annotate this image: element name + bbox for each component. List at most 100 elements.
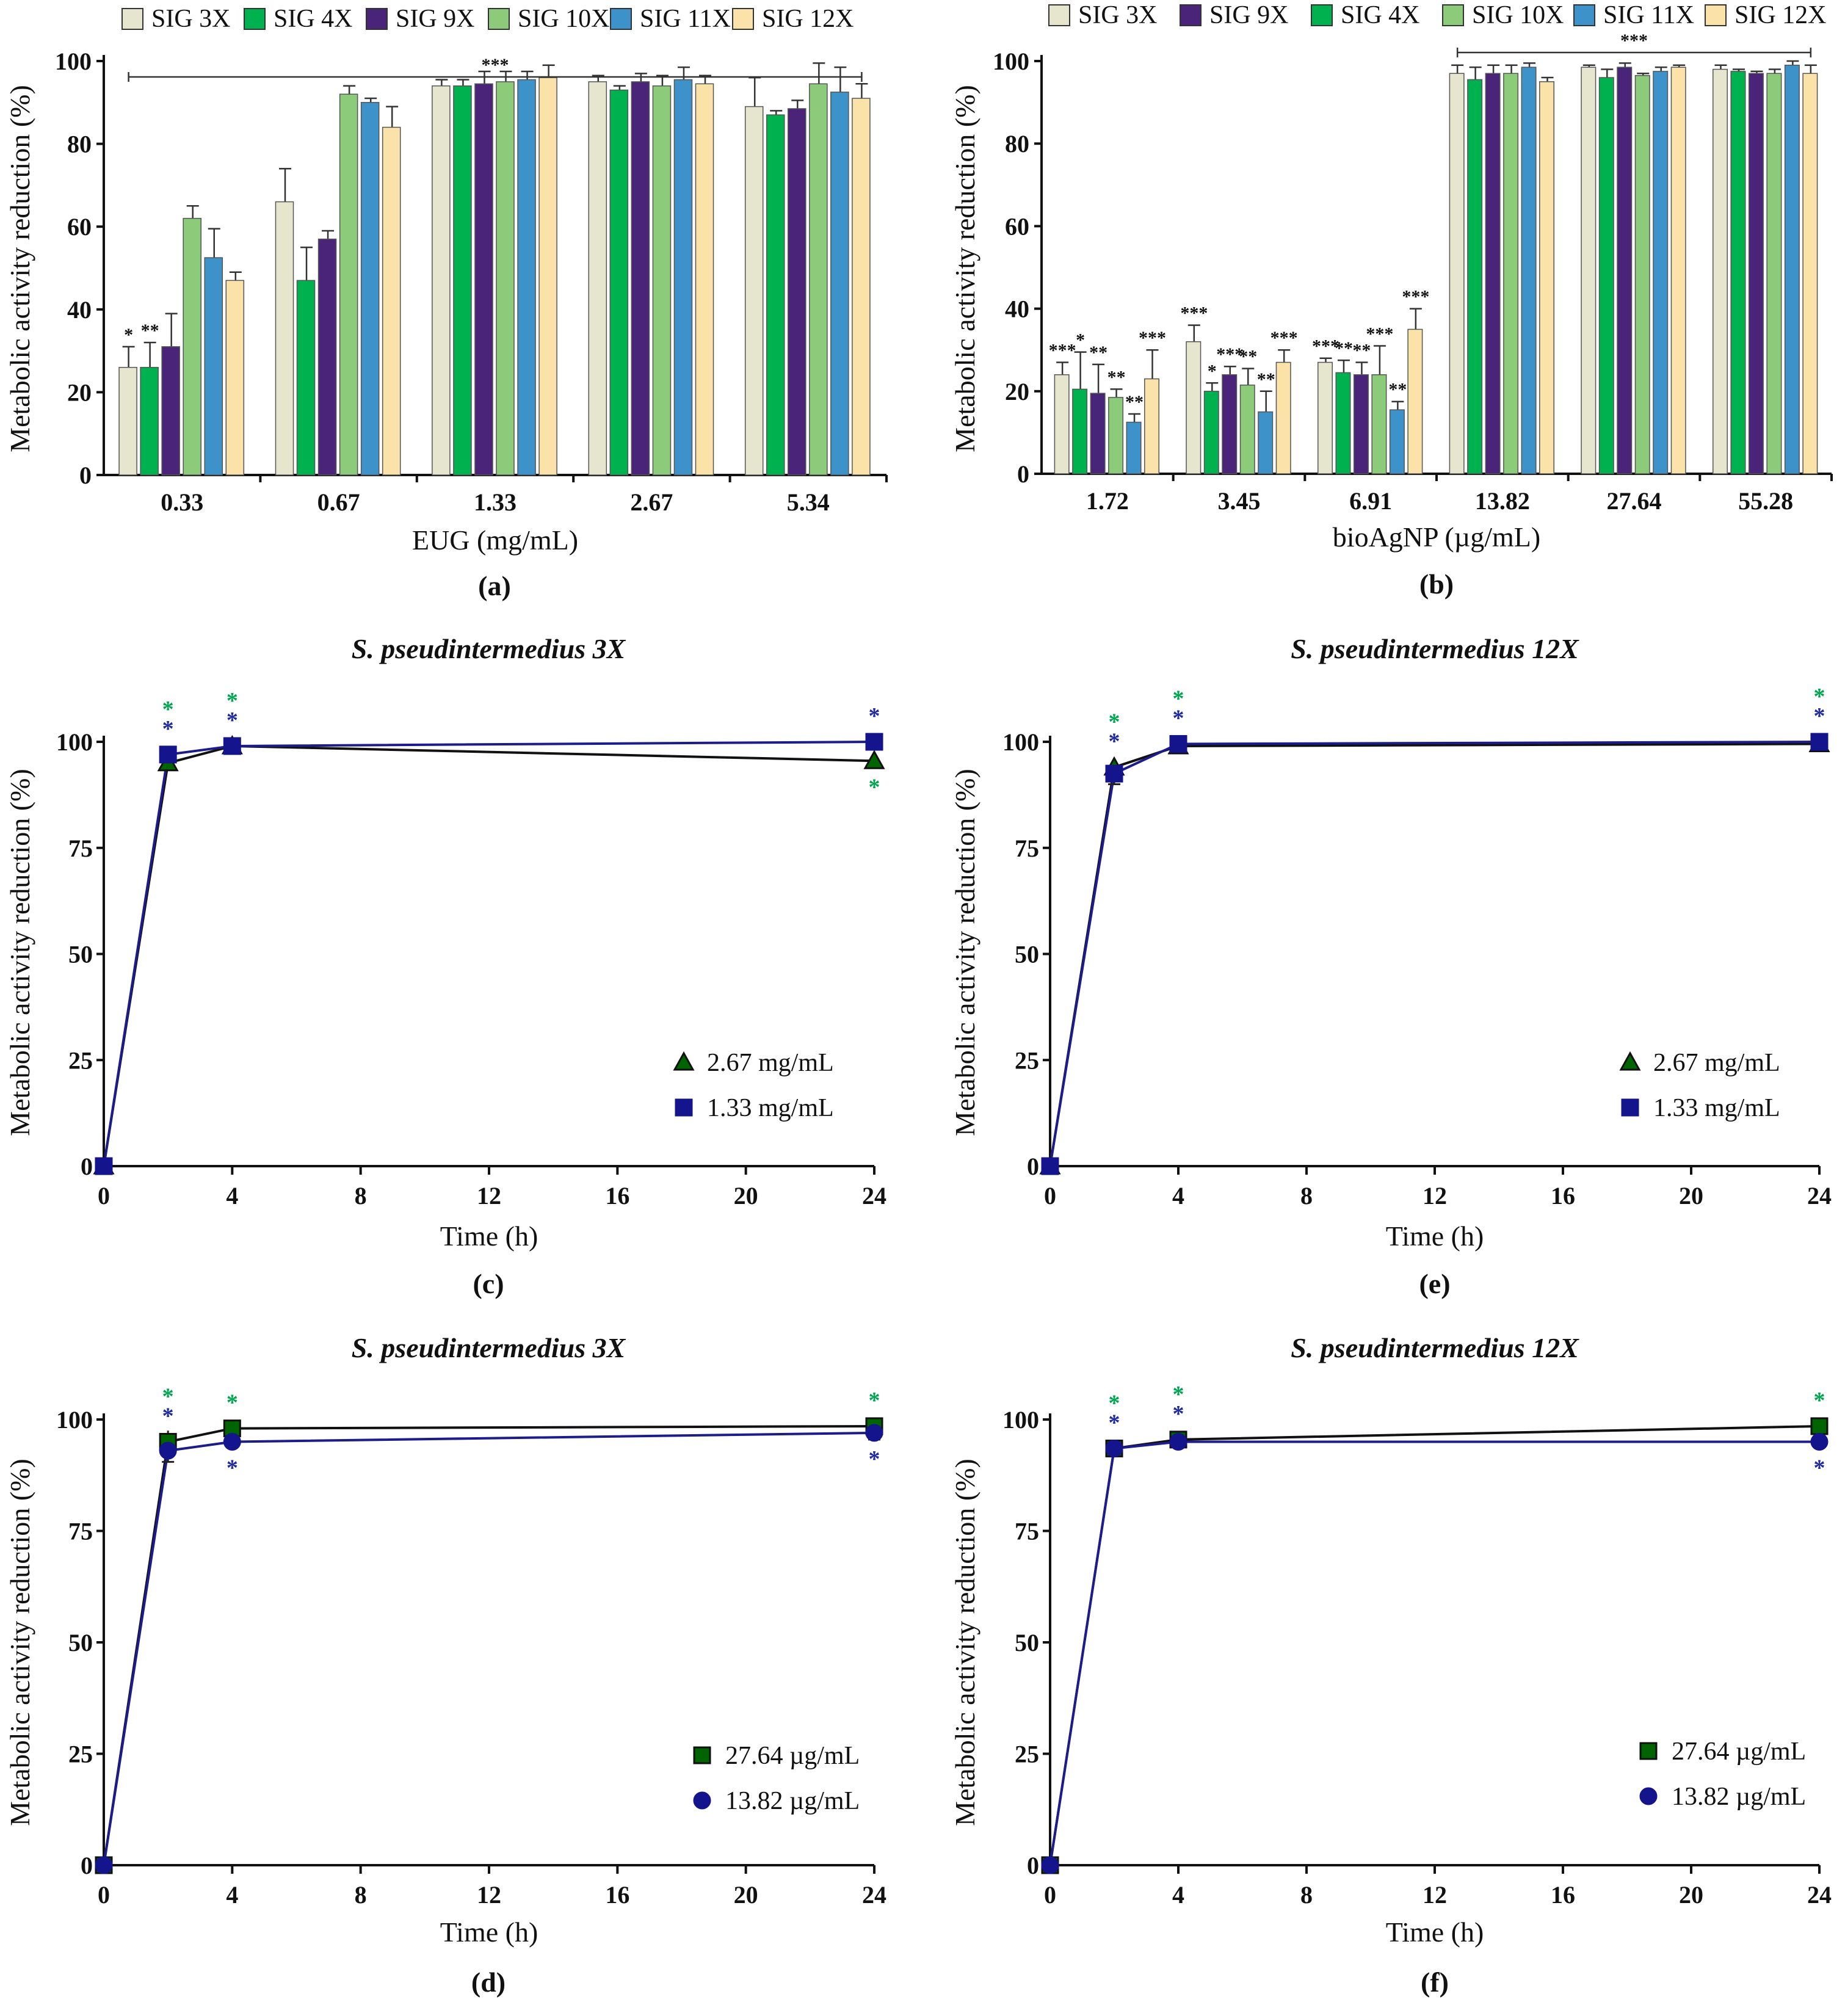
- bar: [1617, 67, 1633, 474]
- significance-label: **: [141, 321, 159, 341]
- x-axis-label: EUG (mg/mL): [412, 524, 578, 556]
- legend-swatch: [244, 8, 266, 30]
- panel-label: (c): [473, 1268, 504, 1299]
- y-tick-label: 100: [56, 1406, 93, 1434]
- x-tick-label: 55.28: [1738, 487, 1793, 515]
- x-tick-label: 24: [862, 1182, 886, 1209]
- x-tick-label: 5.34: [787, 488, 830, 516]
- x-tick-label: 12: [477, 1182, 501, 1209]
- y-tick-label: 0: [81, 1153, 93, 1180]
- x-tick-label: 2.67: [630, 488, 673, 516]
- significance-star: *: [1173, 1401, 1184, 1427]
- significance-label: *: [1076, 330, 1085, 350]
- data-point: [95, 1856, 113, 1874]
- significance-star: *: [162, 1404, 174, 1429]
- significance-star: *: [162, 1384, 174, 1410]
- y-tick-label: 50: [68, 1629, 93, 1656]
- x-axis-label: Time (h): [1386, 1220, 1484, 1252]
- y-axis-label: Metabolic activity reduction (%): [4, 1459, 35, 1826]
- x-tick-label: 1.72: [1086, 487, 1129, 515]
- y-axis-label: Metabolic activity reduction (%): [4, 85, 35, 452]
- data-point: [1105, 1439, 1123, 1457]
- line-chart-c: S. pseudintermedius 3X 0 25 50 75 100 0 4 8 12 16 2…: [4, 633, 886, 1299]
- x-tick-label: 0.33: [161, 488, 203, 516]
- series-line: [1049, 1440, 1819, 1866]
- x-tick-label: 16: [605, 1182, 629, 1209]
- data-point: [1041, 1856, 1059, 1874]
- significance-star: *: [1173, 705, 1184, 731]
- legend-label: SIG 12X: [1734, 1, 1827, 29]
- panel-label: (d): [471, 1967, 506, 1998]
- bar: [453, 85, 472, 476]
- legend-label: 1.33 mg/mL: [1653, 1094, 1780, 1122]
- significance-label: **: [1388, 380, 1407, 400]
- bar: [517, 79, 536, 476]
- x-tick-label: 8: [355, 1182, 367, 1209]
- y-tick-label: 40: [1005, 296, 1029, 323]
- y-tick-label: 20: [1005, 378, 1029, 405]
- legend-label: 1.33 mg/mL: [707, 1094, 834, 1122]
- y-tick-label: 0: [1027, 1153, 1039, 1180]
- bar: [1748, 73, 1764, 474]
- bar: [1539, 81, 1555, 474]
- bar: [695, 83, 714, 476]
- x-tick-label: 24: [1807, 1182, 1832, 1209]
- significance-star: *: [1814, 1388, 1825, 1413]
- bar: [744, 106, 764, 476]
- bar: [538, 77, 557, 476]
- bar: [1766, 73, 1782, 474]
- x-tick-label: 6.91: [1349, 487, 1392, 515]
- y-tick-label: 100: [56, 728, 93, 756]
- x-tick-label: 1.33: [474, 488, 517, 516]
- x-tick-label: 3.45: [1218, 487, 1261, 515]
- bar: [1353, 374, 1369, 474]
- bar: [1072, 388, 1088, 474]
- legend-label: SIG 10X: [518, 5, 610, 33]
- y-axis-label: Metabolic activity reduction (%): [949, 1459, 980, 1826]
- legend-swatch: [1180, 4, 1202, 26]
- bar: [1407, 328, 1423, 474]
- bar: [1126, 421, 1142, 474]
- significance-label: ***: [1270, 328, 1298, 348]
- panel-label: (a): [478, 570, 511, 601]
- x-tick-label: 24: [862, 1881, 886, 1909]
- bar: [830, 92, 849, 476]
- bar: [588, 81, 607, 476]
- data-point: [223, 1433, 241, 1451]
- y-tick-label: 100: [55, 48, 92, 75]
- significance-label: ***: [1366, 324, 1393, 344]
- legend-label: 27.64 µg/mL: [725, 1742, 860, 1770]
- y-tick-label: 75: [1015, 1518, 1039, 1545]
- bar: [1222, 374, 1238, 474]
- x-axis-label: bioAgNP (µg/mL): [1333, 521, 1540, 553]
- significance-label: ***: [1049, 340, 1076, 360]
- legend-swatch: [488, 8, 510, 30]
- y-tick-label: 80: [67, 131, 92, 158]
- bar: [766, 114, 785, 476]
- y-tick-label: 20: [67, 379, 92, 406]
- y-axis-label: Metabolic activity reduction (%): [949, 769, 980, 1136]
- bar: [1054, 374, 1070, 474]
- legend-swatch: [121, 8, 143, 30]
- bar: [1317, 361, 1333, 474]
- data-point: [1619, 1051, 1641, 1071]
- x-tick-label: 0: [1044, 1182, 1056, 1209]
- line-chart-d: S. pseudintermedius 3X 0 25 50 75 100 0 4 8 12 16 2…: [4, 1332, 886, 1998]
- significance-star: *: [1814, 1456, 1825, 1481]
- significance-label: *: [1208, 361, 1217, 381]
- data-point: [1169, 1433, 1187, 1451]
- legend-label: SIG 12X: [762, 5, 854, 33]
- x-tick-label: 8: [1300, 1881, 1313, 1909]
- x-tick-label: 8: [355, 1881, 367, 1909]
- bar: [317, 238, 337, 476]
- bar: [1335, 372, 1351, 474]
- bar: [1581, 67, 1597, 474]
- significance-star: *: [1109, 709, 1120, 735]
- legend-swatch: [1573, 4, 1595, 26]
- x-tick-label: 16: [1551, 1881, 1575, 1909]
- legend-label: SIG 11X: [640, 5, 731, 33]
- data-point: [865, 733, 883, 751]
- data-point: [865, 1424, 883, 1442]
- legend-label: SIG 4X: [274, 5, 353, 33]
- data-point: [863, 750, 885, 769]
